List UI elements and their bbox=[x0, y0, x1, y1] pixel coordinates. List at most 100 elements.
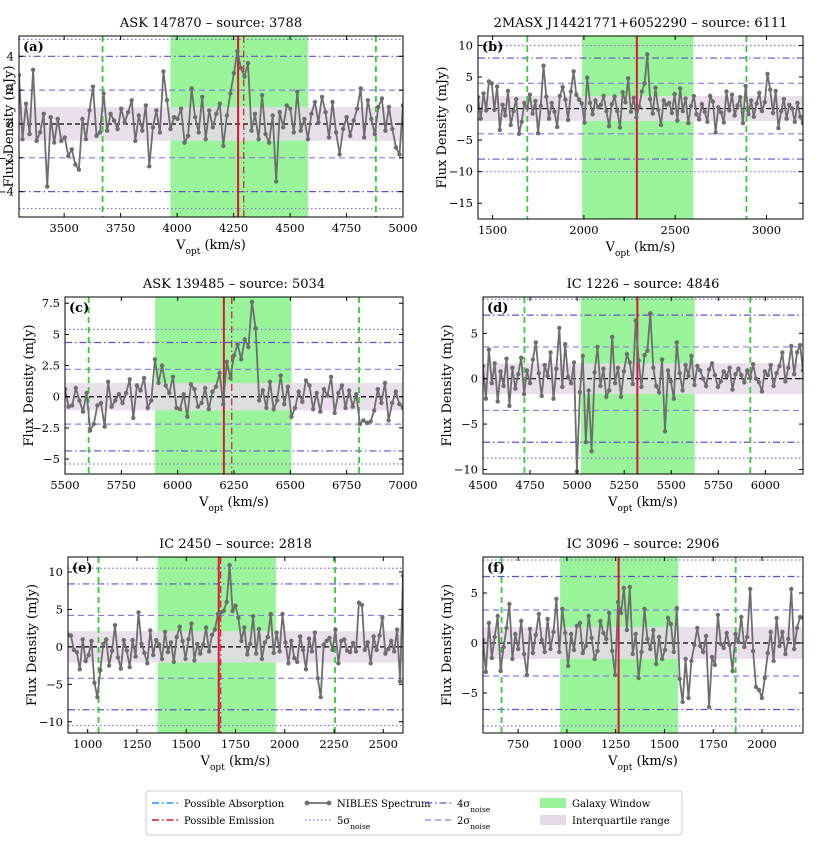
spectrum-point bbox=[281, 125, 286, 130]
spectrum-point bbox=[77, 667, 83, 672]
spectrum-point bbox=[332, 410, 337, 416]
spectrum-point bbox=[97, 130, 103, 135]
spectrum-point bbox=[383, 128, 388, 133]
spectrum-point bbox=[709, 654, 715, 660]
spectrum-point bbox=[147, 164, 152, 169]
x-axis-label: Vopt (km/s) bbox=[200, 754, 271, 773]
spectrum-point bbox=[239, 357, 244, 362]
spectrum-point bbox=[257, 398, 262, 403]
spectrum-point bbox=[231, 353, 237, 358]
spectrum-point bbox=[318, 694, 323, 700]
y-tick-label: 0 bbox=[471, 636, 478, 650]
spectrum-point bbox=[667, 100, 672, 106]
spectrum-point bbox=[250, 614, 256, 619]
legend-item-spectrum: NIBLES Spectrum bbox=[304, 799, 431, 810]
spectrum-point bbox=[274, 179, 279, 184]
spectrum-point bbox=[159, 656, 165, 662]
spectrum-point bbox=[123, 390, 129, 396]
spectrum-point bbox=[607, 610, 612, 616]
spectrum-point bbox=[571, 647, 577, 653]
spectrum-point bbox=[66, 404, 71, 409]
spectrum-point bbox=[323, 109, 328, 115]
spectrum-point bbox=[484, 108, 489, 113]
spectrum-point bbox=[483, 669, 489, 675]
spectrum-point bbox=[695, 363, 700, 369]
spectrum-point bbox=[686, 120, 691, 126]
spectrum-point bbox=[74, 649, 80, 655]
spectrum-point bbox=[593, 98, 598, 103]
spectrum-point bbox=[650, 111, 655, 116]
panel-1: 1500 2000 2500 3000 −15 −10 −5 0 5 10 2MASX J14421… bbox=[435, 16, 804, 259]
spectrum-point bbox=[507, 601, 512, 607]
spectrum-point bbox=[773, 88, 778, 94]
spectrum-point bbox=[376, 104, 381, 110]
spectrum-point bbox=[503, 113, 508, 118]
spectrum-point bbox=[777, 363, 782, 369]
spectrum-point bbox=[798, 114, 803, 120]
spectrum-point bbox=[651, 365, 656, 370]
spectrum-point bbox=[571, 69, 576, 74]
spectrum-point bbox=[789, 343, 794, 349]
x-tick-label: 2000 bbox=[270, 737, 299, 751]
spectrum-point bbox=[568, 631, 574, 637]
legend-item-sigma2: 2σnoise bbox=[425, 816, 491, 831]
spectrum-point bbox=[715, 384, 721, 390]
spectrum-point bbox=[776, 125, 781, 131]
x-tick-label: 2500 bbox=[661, 223, 690, 237]
spectrum-point bbox=[794, 350, 800, 355]
chart-title: IC 3096 – source: 2906 bbox=[567, 537, 720, 552]
spectrum-point bbox=[266, 140, 272, 145]
spectrum-point bbox=[612, 381, 618, 386]
spectrum-point bbox=[686, 373, 691, 379]
x-tick-label: 5750 bbox=[704, 478, 733, 492]
spectrum-point bbox=[627, 584, 632, 590]
chart-title: ASK 139485 – source: 5034 bbox=[142, 277, 325, 292]
spectrum-point bbox=[265, 634, 270, 640]
spectrum-point bbox=[689, 353, 694, 359]
spectrum-point bbox=[148, 628, 153, 633]
spectrum-point bbox=[337, 152, 342, 157]
x-tick-label: 5250 bbox=[610, 478, 639, 492]
spectrum-point bbox=[642, 352, 647, 358]
spectrum-point bbox=[224, 113, 230, 118]
spectrum-point bbox=[501, 644, 506, 650]
spectrum-point bbox=[494, 84, 500, 89]
spectrum-point bbox=[374, 647, 379, 653]
spectrum-point bbox=[551, 396, 556, 401]
x-tick-label: 4500 bbox=[468, 478, 497, 492]
spectrum-point bbox=[505, 88, 511, 94]
spectrum-point bbox=[249, 299, 255, 305]
legend-label: 5σnoise bbox=[337, 816, 371, 831]
spectrum-point bbox=[659, 656, 665, 662]
spectrum-point bbox=[554, 366, 559, 371]
spectrum-point bbox=[713, 130, 718, 135]
spectrum-point bbox=[342, 637, 347, 642]
spectrum-point bbox=[774, 371, 779, 376]
spectrum-point bbox=[604, 636, 609, 642]
spectrum-point bbox=[492, 634, 497, 640]
spectrum-point bbox=[336, 390, 341, 396]
spectrum-point bbox=[95, 403, 100, 408]
spectrum-point bbox=[267, 379, 273, 384]
spectrum-point bbox=[84, 390, 89, 396]
spectrum-point bbox=[59, 138, 64, 144]
spectrum-point bbox=[126, 109, 131, 115]
spectrum-point bbox=[343, 405, 348, 411]
legend-label: Possible Emission bbox=[184, 816, 275, 827]
spectrum-point bbox=[333, 627, 338, 632]
spectrum-point bbox=[800, 615, 803, 621]
spectrum-point bbox=[238, 65, 244, 71]
spectrum-point bbox=[300, 647, 306, 653]
spectrum-point bbox=[20, 137, 25, 142]
legend-label: Galaxy Window bbox=[572, 799, 651, 810]
spectrum-point bbox=[703, 633, 709, 639]
spectrum-point bbox=[645, 348, 650, 353]
spectrum-point bbox=[592, 370, 597, 375]
spectrum-point bbox=[296, 389, 301, 394]
spectrum-point bbox=[390, 126, 395, 132]
spectrum-point bbox=[48, 115, 53, 120]
spectrum-point bbox=[615, 599, 621, 605]
spectrum-point bbox=[759, 695, 765, 701]
spectrum-point bbox=[674, 605, 679, 611]
spectrum-point bbox=[533, 632, 538, 638]
